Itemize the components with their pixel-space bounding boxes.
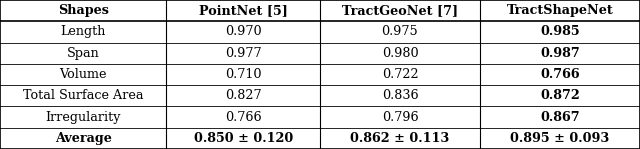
Text: 0.722: 0.722 [381,68,419,81]
Text: Shapes: Shapes [58,4,109,17]
Text: 0.872: 0.872 [540,89,580,102]
Text: 0.862 ± 0.113: 0.862 ± 0.113 [350,132,450,145]
Text: 0.836: 0.836 [381,89,419,102]
Text: 0.710: 0.710 [225,68,262,81]
Text: Total Surface Area: Total Surface Area [23,89,143,102]
Text: Irregularity: Irregularity [45,111,121,124]
Text: 0.827: 0.827 [225,89,262,102]
Text: 0.895 ± 0.093: 0.895 ± 0.093 [510,132,610,145]
Text: Length: Length [61,25,106,38]
Text: 0.987: 0.987 [540,47,580,60]
Text: 0.970: 0.970 [225,25,262,38]
Text: 0.766: 0.766 [225,111,262,124]
Text: 0.975: 0.975 [381,25,419,38]
Text: 0.850 ± 0.120: 0.850 ± 0.120 [193,132,293,145]
Text: PointNet [5]: PointNet [5] [199,4,287,17]
Text: TractGeoNet [7]: TractGeoNet [7] [342,4,458,17]
Text: Average: Average [55,132,111,145]
Text: 0.980: 0.980 [381,47,419,60]
Text: 0.977: 0.977 [225,47,262,60]
Text: TractShapeNet: TractShapeNet [507,4,613,17]
Text: 0.985: 0.985 [540,25,580,38]
Text: 0.867: 0.867 [540,111,580,124]
Text: 0.766: 0.766 [540,68,580,81]
Text: Volume: Volume [60,68,107,81]
Text: 0.796: 0.796 [381,111,419,124]
Text: Span: Span [67,47,100,60]
